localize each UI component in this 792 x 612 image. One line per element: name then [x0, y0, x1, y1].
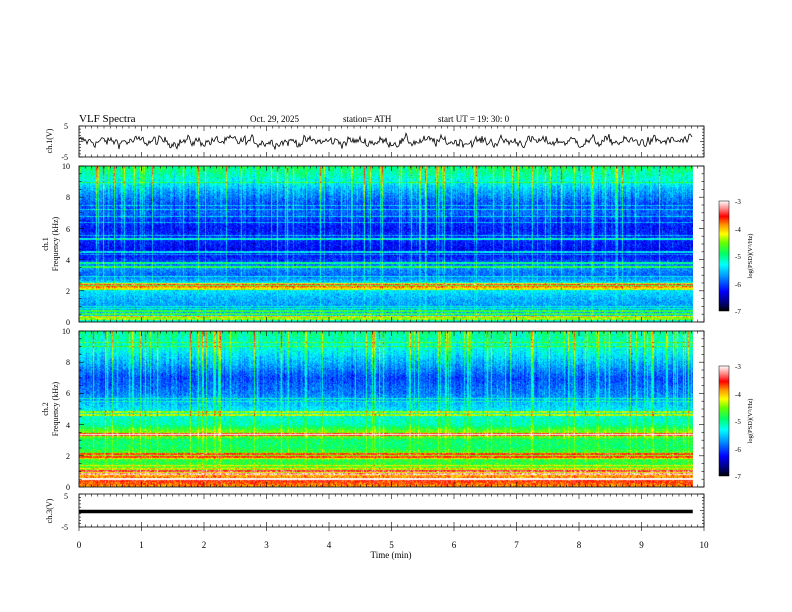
x-tick-label-10: 10	[700, 540, 710, 550]
ch2-frequency-label: Frequency (kHz)	[51, 381, 60, 436]
ch1-cbar-tick-m6: -6	[735, 281, 741, 289]
x-tick-label-6: 6	[452, 540, 457, 550]
ch1-cbar-tick-m3: -3	[735, 198, 741, 206]
ch1-cbar-tick-m4: -4	[735, 226, 741, 234]
ch1-spectrogram-image-wrapper	[79, 166, 693, 322]
x-axis: 0 1 2 3 4 5 6 7 8 9 10 Time (min)	[77, 540, 709, 560]
ch2-colorbar	[718, 365, 730, 477]
x-axis-label: Time (min)	[371, 550, 412, 560]
ch2-cbar-tick-m5: -5	[735, 418, 741, 426]
ch2-cbar-tick-m3: -3	[735, 363, 741, 371]
ch1-waveform-panel: 5 -5 ch.1(V)	[45, 122, 705, 162]
x-tick-label-0: 0	[77, 540, 82, 550]
ch2-spectrogram-image	[79, 331, 693, 487]
ch3-wave-ylabel: ch.3(V)	[45, 498, 54, 523]
ch3-wave-ytick-bottom: -5	[61, 523, 68, 532]
axis-ticks	[78, 125, 705, 531]
ch1-waveform-line	[78, 131, 693, 150]
ch2-channel-label: ch.2	[41, 402, 50, 416]
ch1-ytick-0: 0	[66, 318, 70, 327]
date-label: Oct. 29, 2025	[250, 114, 299, 124]
ch1-frequency-label: Frequency (kHz)	[51, 216, 60, 271]
ch2-ytick-10: 10	[62, 327, 70, 336]
ch1-colorbar-label: log(PSD)(V²/Hz)	[747, 234, 754, 279]
ch1-ytick-6: 6	[66, 225, 70, 234]
x-tick-label-8: 8	[577, 540, 582, 550]
ch1-ytick-4: 4	[66, 256, 70, 265]
x-tick-label-5: 5	[389, 540, 394, 550]
ch2-ytick-6: 6	[66, 389, 70, 398]
ch2-cbar-tick-m6: -6	[735, 446, 741, 454]
ch1-wave-ylabel: ch.1(V)	[45, 128, 54, 153]
ch2-ytick-0: 0	[66, 483, 70, 492]
x-tick-label-4: 4	[327, 540, 332, 550]
ch1-ytick-10: 10	[62, 162, 70, 171]
ch2-cbar-tick-m7: -7	[735, 473, 741, 481]
ch1-spectrogram-image	[79, 166, 693, 322]
x-tick-label-2: 2	[202, 540, 207, 550]
x-tick-label-3: 3	[264, 540, 269, 550]
ch1-cbar-tick-m5: -5	[735, 253, 741, 261]
ch1-wave-ytick-bottom: -5	[61, 153, 68, 162]
ch2-colorbar-label: log(PSD)(V²/Hz)	[747, 399, 754, 444]
ch1-spectrogram-panel: 0 2 4 6 8 10 ch.1 Frequency (kHz) -3 -4 …	[41, 162, 754, 327]
ch3-wave-ytick-top: 5	[64, 492, 68, 501]
ch2-cbar-tick-m4: -4	[735, 391, 741, 399]
ch2-ytick-4: 4	[66, 421, 70, 430]
ch2-ytick-8: 8	[66, 358, 70, 367]
ch1-cbar-tick-m7: -7	[735, 308, 741, 316]
ch1-ytick-8: 8	[66, 193, 70, 202]
ch2-spectrogram-image-wrapper	[79, 331, 693, 487]
ch1-colorbar	[718, 200, 730, 312]
figure-title: VLF Spectra	[79, 113, 136, 125]
ch2-ytick-2: 2	[66, 452, 70, 461]
ch1-ytick-2: 2	[66, 287, 70, 296]
x-tick-label-7: 7	[514, 540, 519, 550]
ch1-wave-ytick-top: 5	[64, 122, 68, 131]
x-tick-label-1: 1	[139, 540, 144, 550]
ch2-spectrogram-panel: 0 2 4 6 8 10 ch.2 Frequency (kHz) -3 -4 …	[41, 327, 754, 492]
station-label: station= ATH	[343, 114, 392, 124]
ch3-waveform-panel: 5 -5 ch.3(V)	[45, 492, 705, 532]
start-ut-label: start UT = 19: 30: 0	[438, 114, 510, 124]
ch1-channel-label: ch.1	[41, 237, 50, 251]
x-tick-label-9: 9	[639, 540, 644, 550]
